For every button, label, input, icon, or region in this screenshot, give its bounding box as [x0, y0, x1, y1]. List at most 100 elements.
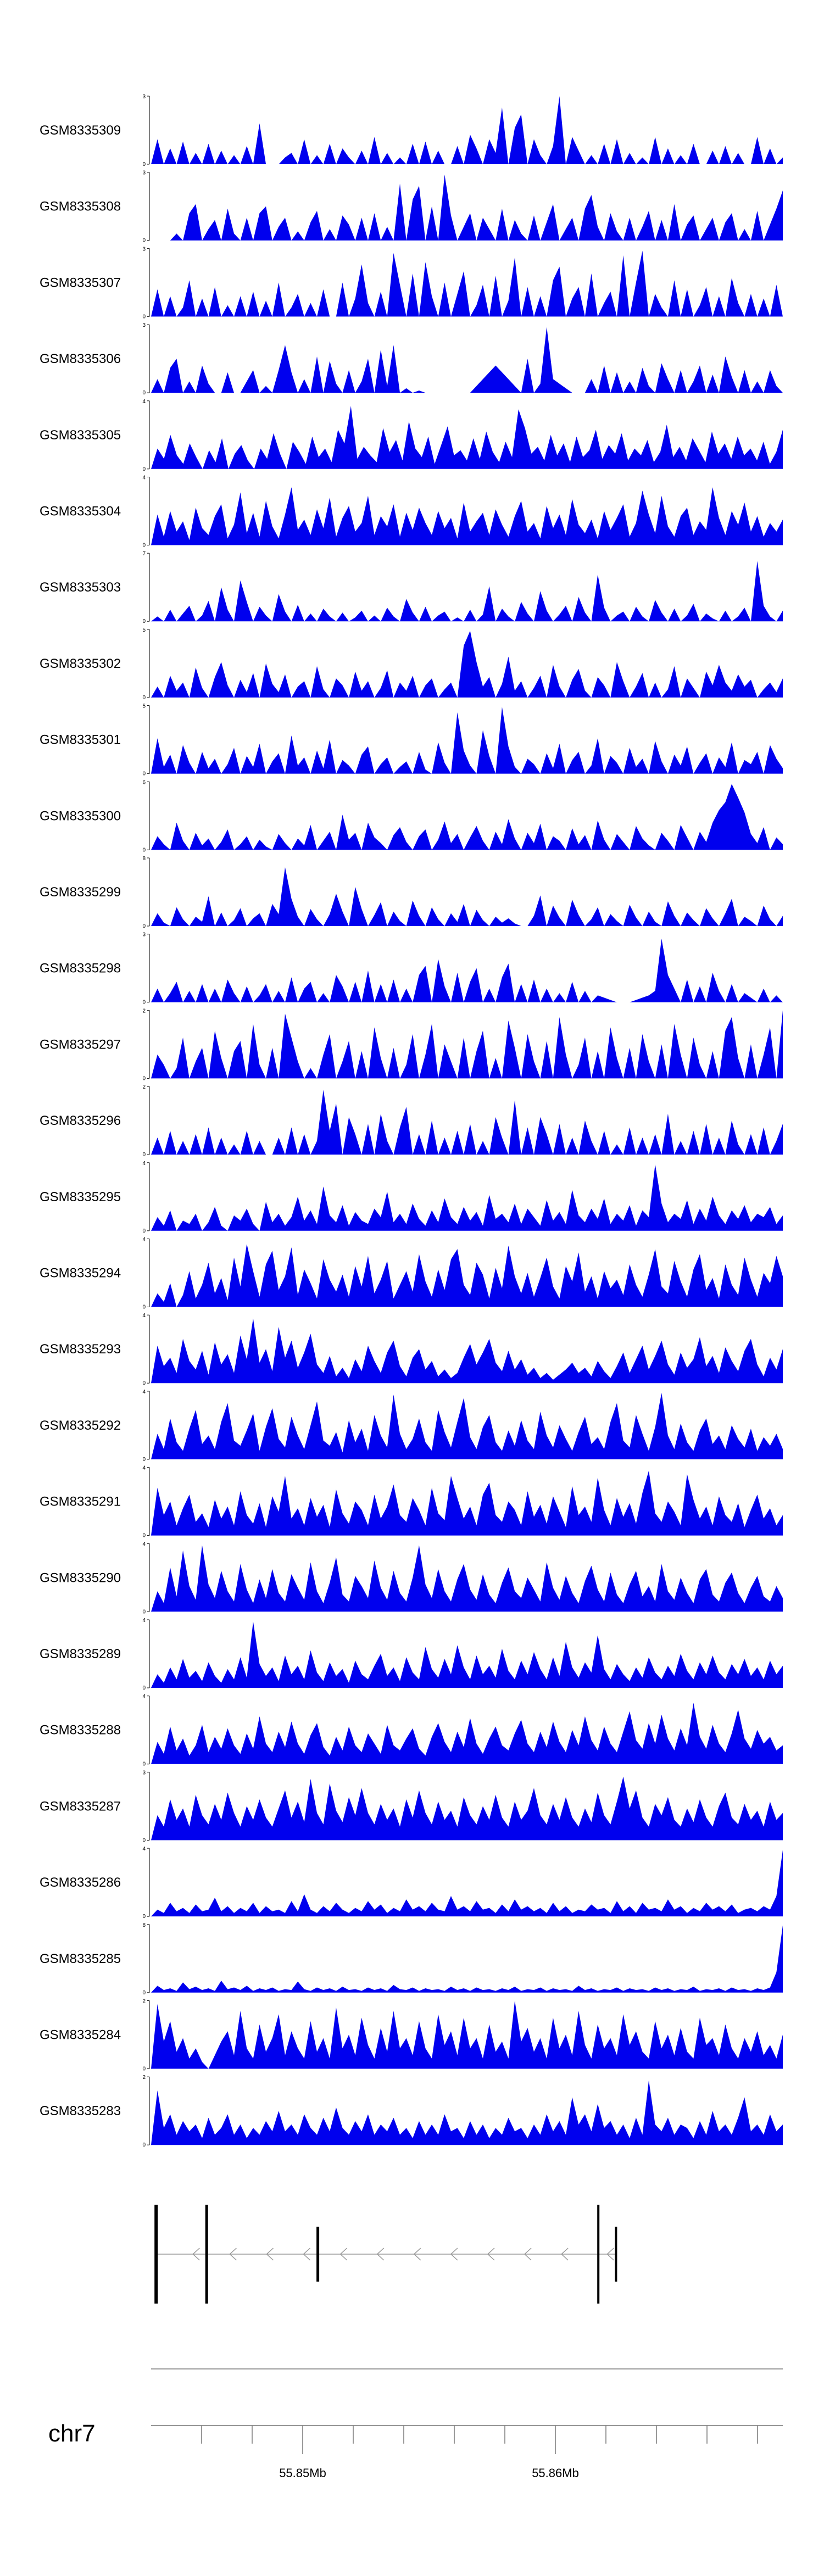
- track-GSM8335302: GSM8335302 5 0: [40, 627, 783, 701]
- track-GSM8335306: GSM8335306 3 0: [40, 322, 783, 396]
- track-label: GSM8335299: [40, 885, 121, 900]
- y-min-label: 0: [142, 2142, 146, 2148]
- track-GSM8335309: GSM8335309 3 0: [40, 94, 783, 168]
- y-max-label: 4: [142, 1313, 146, 1319]
- track-label: GSM8335297: [40, 1037, 121, 1052]
- y-min-label: 0: [142, 847, 146, 853]
- track-GSM8335285: GSM8335285 8 0: [40, 1922, 783, 1996]
- strand-arrow: [376, 2248, 385, 2261]
- exon-mark: [615, 2227, 617, 2282]
- track-GSM8335294: GSM8335294 4 0: [40, 1237, 783, 1311]
- coverage-area: [151, 1850, 783, 1917]
- y-max-label: 5: [142, 627, 146, 633]
- track-label: GSM8335309: [40, 123, 121, 138]
- track-GSM8335305: GSM8335305 4 0: [40, 399, 783, 472]
- y-min-label: 0: [142, 1837, 146, 1843]
- track-label: GSM8335305: [40, 428, 121, 443]
- y-max-label: 4: [142, 1465, 146, 1471]
- y-max-label: 4: [142, 1846, 146, 1852]
- track-label: GSM8335290: [40, 1570, 121, 1585]
- strand-arrow: [192, 2248, 200, 2261]
- y-min-label: 0: [142, 466, 146, 472]
- y-max-label: 8: [142, 856, 146, 862]
- coverage-area: [151, 1010, 783, 1079]
- strand-arrow: [413, 2248, 421, 2261]
- y-max-label: 3: [142, 246, 146, 252]
- track-label: GSM8335301: [40, 733, 121, 748]
- strand-arrow: [524, 2248, 532, 2261]
- coverage-area: [151, 1393, 783, 1459]
- y-min-label: 0: [142, 2066, 146, 2072]
- y-max-label: 4: [142, 399, 146, 405]
- track-label: GSM8335306: [40, 352, 121, 366]
- track-label: GSM8335302: [40, 656, 121, 671]
- strand-arrow: [339, 2248, 348, 2261]
- coverage-area: [151, 1621, 783, 1688]
- track-label: GSM8335295: [40, 1190, 121, 1205]
- y-max-label: 2: [142, 1999, 146, 2005]
- y-min-label: 0: [142, 1000, 146, 1006]
- coverage-tracks: GSM833530930GSM833530830GSM833530730GSM8…: [40, 94, 783, 2148]
- exon-mark: [316, 2227, 320, 2282]
- track-label: GSM8335291: [40, 1495, 121, 1509]
- track-label: GSM8335285: [40, 1951, 121, 1966]
- track-label: GSM8335308: [40, 199, 121, 214]
- strand-arrow: [561, 2248, 569, 2261]
- exon-mark: [205, 2205, 208, 2304]
- y-min-label: 0: [142, 1685, 146, 1691]
- y-max-label: 8: [142, 1922, 146, 1928]
- y-max-label: 7: [142, 551, 146, 557]
- coverage-area: [151, 1244, 783, 1307]
- track-label: GSM8335287: [40, 1799, 121, 1814]
- exon-mark: [154, 2205, 158, 2304]
- coverage-area: [151, 1703, 783, 1764]
- y-min-label: 0: [142, 238, 146, 244]
- y-max-label: 6: [142, 779, 146, 785]
- coverage-area: [151, 938, 783, 1002]
- track-GSM8335288: GSM8335288 4 0: [40, 1694, 783, 1767]
- track-GSM8335289: GSM8335289 4 0: [40, 1618, 783, 1691]
- y-min-label: 0: [142, 1761, 146, 1767]
- y-max-label: 3: [142, 932, 146, 938]
- track-label: GSM8335284: [40, 2028, 121, 2043]
- track-GSM8335283: GSM8335283 2 0: [40, 2075, 783, 2148]
- y-min-label: 0: [142, 1914, 146, 1920]
- coverage-area: [151, 1470, 783, 1536]
- track-GSM8335284: GSM8335284 2 0: [40, 1999, 783, 2072]
- coverage-area: [151, 1090, 783, 1155]
- track-GSM8335291: GSM8335291 4 0: [40, 1465, 783, 1539]
- position-label: 55.86Mb: [532, 2466, 579, 2480]
- y-min-label: 0: [142, 771, 146, 777]
- y-max-label: 4: [142, 1237, 146, 1243]
- strand-arrow: [450, 2248, 458, 2261]
- position-label: 55.85Mb: [279, 2466, 326, 2480]
- coverage-area: [151, 1776, 783, 1841]
- track-GSM8335287: GSM8335287 3 0: [40, 1770, 783, 1843]
- track-label: GSM8335283: [40, 2104, 121, 2118]
- coverage-area: [151, 96, 783, 164]
- track-GSM8335307: GSM8335307 3 0: [40, 246, 783, 320]
- track-GSM8335286: GSM8335286 4 0: [40, 1846, 783, 1920]
- y-min-label: 0: [142, 390, 146, 396]
- track-GSM8335301: GSM8335301 5 0: [40, 704, 783, 777]
- track-label: GSM8335304: [40, 504, 121, 519]
- y-max-label: 3: [142, 170, 146, 176]
- track-GSM8335304: GSM8335304 4 0: [40, 475, 783, 549]
- y-min-label: 0: [142, 1075, 146, 1081]
- track-GSM8335293: GSM8335293 4 0: [40, 1313, 783, 1386]
- y-max-label: 4: [142, 1389, 146, 1395]
- y-max-label: 5: [142, 704, 146, 710]
- track-GSM8335292: GSM8335292 4 0: [40, 1389, 783, 1463]
- y-min-label: 0: [142, 1457, 146, 1463]
- y-max-label: 3: [142, 1770, 146, 1776]
- y-min-label: 0: [142, 1990, 146, 1996]
- coverage-area: [151, 250, 783, 317]
- y-min-label: 0: [142, 1380, 146, 1386]
- y-max-label: 3: [142, 94, 146, 100]
- y-min-label: 0: [142, 314, 146, 320]
- track-GSM8335296: GSM8335296 2 0: [40, 1084, 783, 1158]
- y-max-label: 4: [142, 475, 146, 481]
- y-min-label: 0: [142, 1304, 146, 1311]
- strand-arrow: [606, 2248, 614, 2261]
